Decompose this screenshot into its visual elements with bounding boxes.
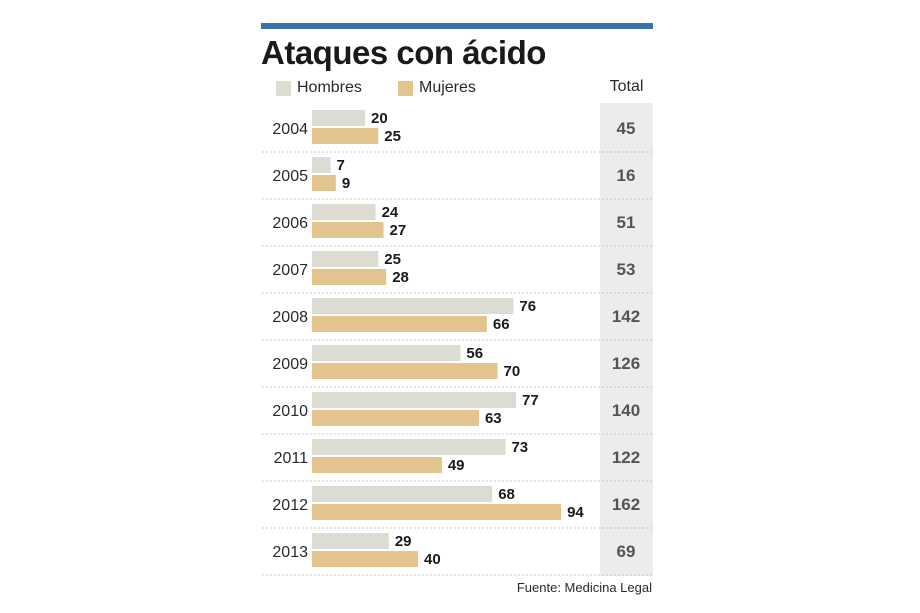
bar-mujeres <box>312 316 487 332</box>
bar-hombres <box>312 157 331 173</box>
year-label: 2007 <box>272 262 308 279</box>
bar-mujeres <box>312 504 562 520</box>
year-label: 2012 <box>272 497 308 514</box>
bar-hombres <box>312 533 389 549</box>
bar-hombres <box>312 298 514 314</box>
year-label: 2011 <box>274 450 309 467</box>
legend-mujeres: Mujeres <box>398 78 476 98</box>
top-accent-bar <box>261 23 653 29</box>
bar-mujeres <box>312 363 498 379</box>
year-label: 2010 <box>272 403 308 420</box>
total-value: 51 <box>617 213 636 232</box>
year-label: 2008 <box>272 309 308 326</box>
total-value: 45 <box>617 119 636 138</box>
value-label-mujeres: 49 <box>448 457 465 474</box>
value-label-hombres: 20 <box>371 110 388 127</box>
bar-mujeres <box>312 269 387 285</box>
bar-mujeres <box>312 410 479 426</box>
value-label-mujeres: 9 <box>342 175 350 192</box>
bar-mujeres <box>312 551 418 567</box>
value-label-mujeres: 27 <box>390 222 407 239</box>
value-label-mujeres: 66 <box>493 316 510 333</box>
year-label: 2013 <box>272 544 308 561</box>
value-label-hombres: 73 <box>511 439 528 456</box>
year-label: 2004 <box>272 121 308 138</box>
total-value: 122 <box>612 448 640 467</box>
bar-hombres <box>312 392 517 408</box>
year-label: 2006 <box>272 215 308 232</box>
value-label-hombres: 29 <box>395 533 412 550</box>
total-value: 69 <box>617 542 636 561</box>
value-label-mujeres: 40 <box>424 551 441 568</box>
bar-mujeres <box>312 128 379 144</box>
bar-hombres <box>312 345 461 361</box>
year-label: 2009 <box>272 356 308 373</box>
total-value: 126 <box>612 354 640 373</box>
total-column-header: Total <box>609 78 644 95</box>
source-note: Fuente: Medicina Legal <box>516 580 652 595</box>
value-label-mujeres: 94 <box>567 504 584 521</box>
bar-mujeres <box>312 175 336 191</box>
value-label-hombres: 24 <box>382 204 399 221</box>
total-value: 140 <box>612 401 640 420</box>
bar-hombres <box>312 251 379 267</box>
value-label-hombres: 25 <box>384 251 401 268</box>
bar-hombres <box>312 110 365 126</box>
bar-mujeres <box>312 222 384 238</box>
legend-hombres: Hombres <box>276 78 362 98</box>
value-label-mujeres: 25 <box>384 128 401 145</box>
bar-hombres <box>312 486 493 502</box>
chart-title: Ataques con ácido <box>261 34 546 71</box>
total-value: 162 <box>612 495 640 514</box>
value-label-hombres: 76 <box>519 298 536 315</box>
bar-mujeres <box>312 457 442 473</box>
bar-hombres <box>312 439 506 455</box>
total-value: 16 <box>617 166 636 185</box>
total-value: 142 <box>612 307 640 326</box>
legend-hombres-swatch <box>276 80 291 96</box>
year-label: 2005 <box>272 168 308 185</box>
value-label-hombres: 77 <box>522 392 539 409</box>
value-label-mujeres: 70 <box>504 363 521 380</box>
value-label-mujeres: 28 <box>392 269 409 286</box>
bar-hombres <box>312 204 376 220</box>
legend-hombres-label: Hombres <box>297 79 362 96</box>
total-value: 53 <box>617 260 636 279</box>
value-label-hombres: 68 <box>498 486 515 503</box>
value-label-hombres: 7 <box>337 157 345 174</box>
value-label-hombres: 56 <box>466 345 483 362</box>
value-label-mujeres: 63 <box>485 410 502 427</box>
legend-mujeres-label: Mujeres <box>419 79 476 96</box>
legend-mujeres-swatch <box>398 80 413 96</box>
